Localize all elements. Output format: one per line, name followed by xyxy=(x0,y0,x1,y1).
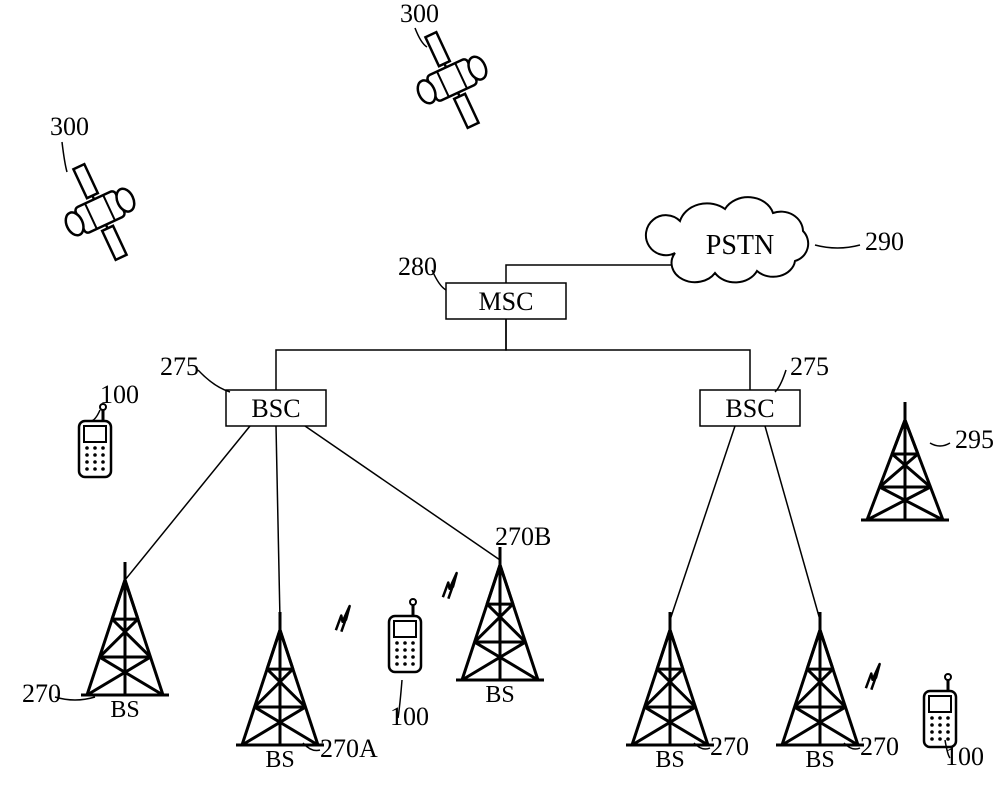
bsc_r-label: BSC xyxy=(725,394,774,423)
tower_270A xyxy=(236,612,324,745)
ref-300: 300 xyxy=(50,112,89,141)
conn-msc-bsc_r xyxy=(506,319,750,390)
tower_270r2 xyxy=(776,612,864,745)
leader xyxy=(90,410,100,421)
radio-link-icon xyxy=(436,573,466,601)
ref-270A: 270A xyxy=(320,734,378,763)
tower_295 xyxy=(861,402,949,520)
sat1 xyxy=(46,151,154,272)
ref-275: 275 xyxy=(160,352,199,381)
leader xyxy=(815,245,860,248)
tower_270B-label: BS xyxy=(485,682,514,708)
ref-100: 100 xyxy=(390,702,429,731)
bsc_l-label: BSC xyxy=(251,394,300,423)
sat2 xyxy=(398,19,506,140)
phone3 xyxy=(924,674,956,747)
tower_270r2-label: BS xyxy=(805,747,834,773)
ref-280: 280 xyxy=(398,252,437,281)
ref-270B: 270B xyxy=(495,522,551,551)
pstn-label: PSTN xyxy=(706,230,774,261)
leader xyxy=(198,370,230,392)
tower_270 xyxy=(81,562,169,695)
tower_270r1-label: BS xyxy=(655,747,684,773)
phone1 xyxy=(79,404,111,477)
conn-bsc_r-tower_270r2 xyxy=(765,426,820,620)
conn-bsc_l-tower_270A xyxy=(276,426,280,620)
msc-label: MSC xyxy=(479,287,534,316)
ref-100: 100 xyxy=(945,742,984,771)
tower_270-label: BS xyxy=(110,697,139,723)
phone2 xyxy=(389,599,421,672)
conn-msc-bsc_l xyxy=(276,319,506,390)
ref-270: 270 xyxy=(860,732,899,761)
ref-290: 290 xyxy=(865,227,904,256)
conn-bsc_l-tower_270B xyxy=(305,426,500,560)
ref-295: 295 xyxy=(955,425,994,454)
leader xyxy=(775,370,786,392)
ref-100: 100 xyxy=(100,380,139,409)
conn-bsc_r-tower_270r1 xyxy=(670,426,735,620)
ref-275: 275 xyxy=(790,352,829,381)
conn-bsc_l-tower_270 xyxy=(125,426,250,580)
tower_270A-label: BS xyxy=(265,747,294,773)
ref-300: 300 xyxy=(400,0,439,28)
radio-link-icon xyxy=(329,606,359,634)
radio-link-icon xyxy=(859,664,889,692)
ref-270: 270 xyxy=(710,732,749,761)
tower_270B xyxy=(456,547,544,680)
leader xyxy=(62,142,67,172)
leader xyxy=(930,443,950,446)
tower_270r1 xyxy=(626,612,714,745)
leader xyxy=(55,697,95,700)
ref-270: 270 xyxy=(22,679,61,708)
